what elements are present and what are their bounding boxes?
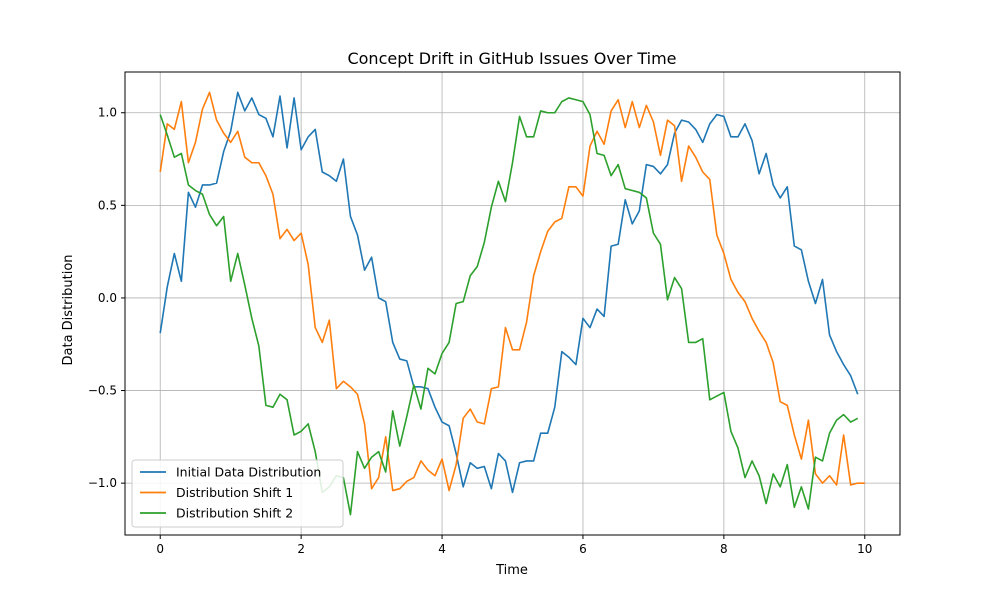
x-tick-label: 4 bbox=[438, 542, 446, 556]
y-tick-label: −1.0 bbox=[88, 476, 117, 490]
legend-label: Initial Data Distribution bbox=[176, 465, 321, 480]
series-line-3 bbox=[159, 97, 859, 516]
y-tick-label: 0.5 bbox=[98, 198, 117, 212]
y-tick-label: 0.0 bbox=[98, 291, 117, 305]
x-tick-label: 8 bbox=[720, 542, 728, 556]
plot-frame bbox=[124, 71, 901, 536]
x-tick-label: 6 bbox=[579, 542, 587, 556]
y-axis: −1.0 −0.5 0.0 0.5 1.0 bbox=[88, 106, 125, 490]
series-line-1 bbox=[159, 91, 859, 494]
legend-label: Distribution Shift 2 bbox=[176, 506, 293, 521]
x-axis-label: Time bbox=[495, 563, 528, 578]
y-tick-label: 1.0 bbox=[98, 106, 117, 120]
x-tick-label: 0 bbox=[156, 542, 164, 556]
series-layer bbox=[159, 91, 865, 516]
chart-title: Concept Drift in GitHub Issues Over Time bbox=[347, 49, 676, 68]
x-tick-label: 10 bbox=[857, 542, 872, 556]
legend-label: Distribution Shift 1 bbox=[176, 485, 293, 500]
x-tick-label: 2 bbox=[297, 542, 305, 556]
series-line-2 bbox=[159, 91, 865, 492]
legend-box bbox=[131, 459, 344, 528]
y-tick-label: −0.5 bbox=[88, 384, 117, 398]
legend: Initial Data Distribution Distribution Sh… bbox=[131, 459, 344, 528]
x-axis: 0 2 4 6 8 10 bbox=[156, 535, 872, 556]
y-axis-label: Data Distribution bbox=[61, 254, 76, 365]
